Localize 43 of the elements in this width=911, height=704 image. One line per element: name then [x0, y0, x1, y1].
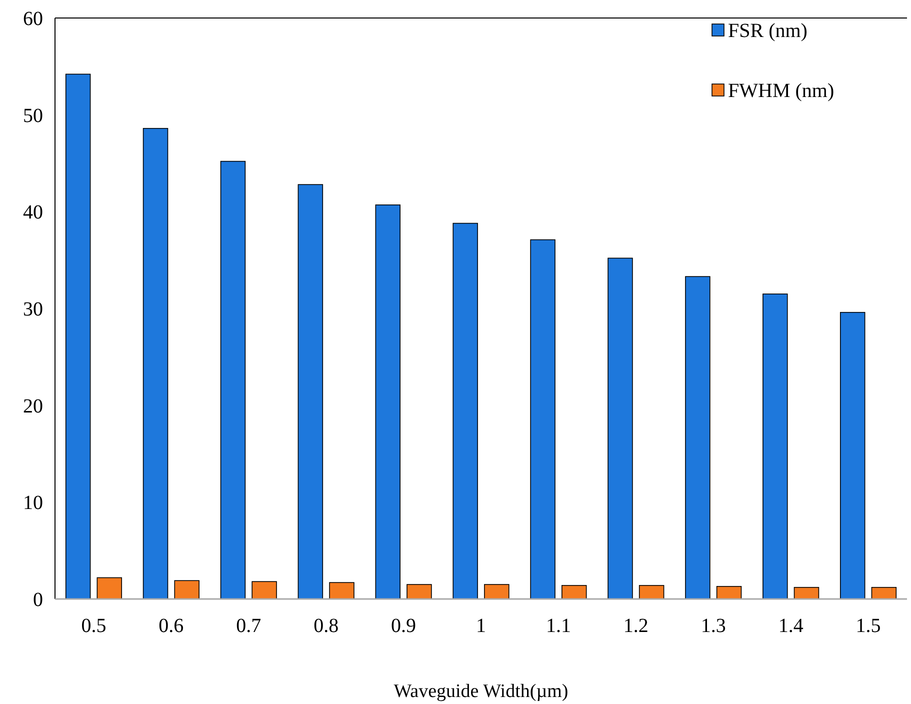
bar: [685, 276, 710, 600]
bar: [252, 581, 277, 600]
y-tick-label: 20: [23, 395, 43, 418]
y-tick-label: 50: [23, 104, 43, 127]
bar: [220, 160, 246, 600]
bar: [298, 184, 324, 600]
y-tick-label: 40: [23, 202, 43, 224]
bar: [484, 584, 510, 600]
bar: [329, 582, 354, 600]
bar: [871, 586, 897, 600]
y-tick-label: 0: [33, 589, 43, 611]
x-tick-label: 1.3: [700, 615, 726, 637]
bar: [840, 312, 866, 600]
bar: [762, 294, 788, 600]
bar: [65, 74, 91, 600]
bar: [452, 222, 478, 600]
x-tick-label: 0.5: [81, 615, 106, 637]
bar: [794, 586, 820, 600]
x-tick-label: 1.2: [623, 615, 648, 637]
x-axis-title: Waveguide Width(µm): [394, 681, 568, 702]
legend-label: FSR (nm): [728, 20, 808, 42]
bar: [562, 585, 587, 600]
bar: [406, 584, 432, 600]
legend-label: FWHM (nm): [728, 80, 834, 102]
bar: [142, 128, 168, 600]
y-tick-label: 30: [23, 298, 43, 320]
y-tick-label: 60: [23, 8, 43, 30]
bar: [638, 585, 664, 600]
bar: [716, 586, 742, 600]
x-tick-label: 0.6: [158, 615, 184, 637]
x-tick-label: 1.4: [778, 615, 804, 637]
x-tick-label: 0.8: [314, 615, 339, 637]
x-tick-label: 1.1: [546, 615, 571, 637]
x-tick-label: 0.7: [236, 615, 262, 637]
bar: [375, 204, 400, 600]
x-tick-label: 0.9: [391, 615, 416, 637]
y-tick-label: 10: [23, 492, 43, 514]
x-tick-label: 1: [476, 615, 486, 637]
bar: [96, 577, 122, 600]
x-tick-label: 1.5: [856, 615, 881, 637]
bar: [608, 258, 633, 600]
bar: [530, 239, 556, 600]
bar: [174, 580, 200, 600]
